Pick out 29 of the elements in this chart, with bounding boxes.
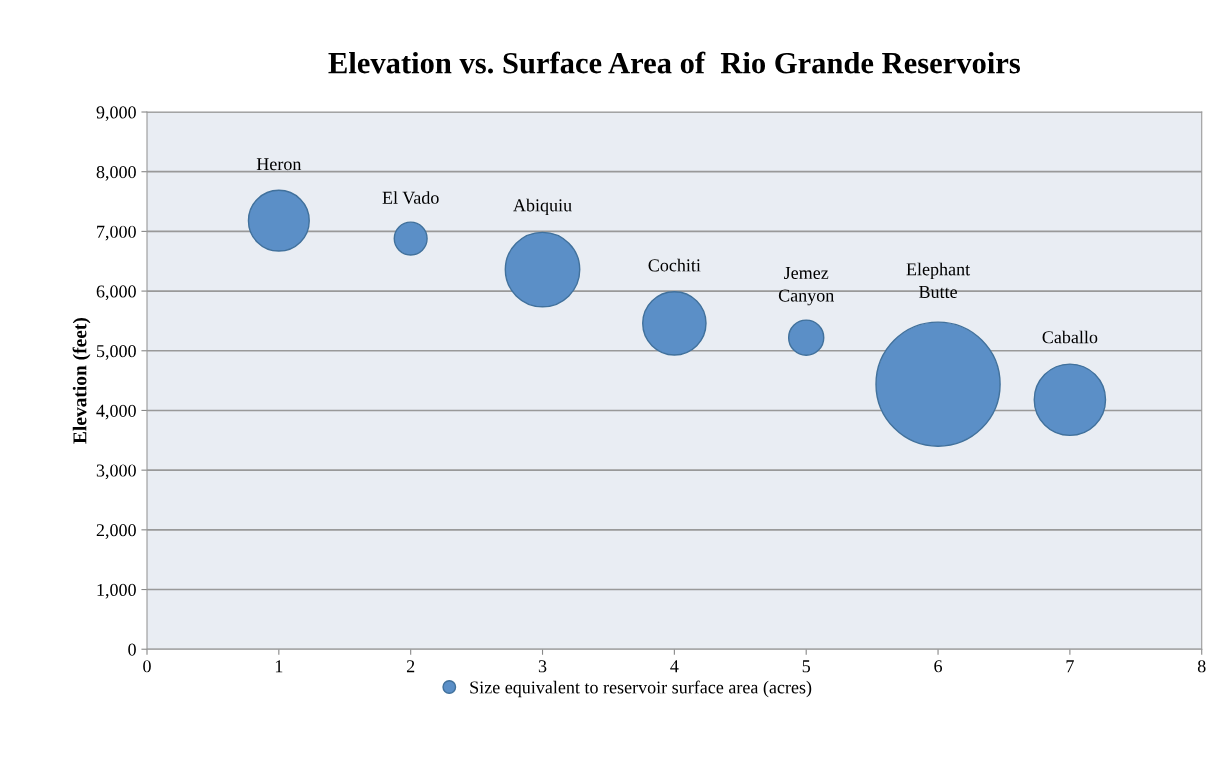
x-tick-label: 5 bbox=[802, 660, 811, 673]
data-label: Abiquiu bbox=[513, 198, 572, 216]
y-tick-label: 3,000 bbox=[96, 464, 136, 480]
data-label: Heron bbox=[256, 158, 302, 171]
y-tick-label: 1,000 bbox=[97, 583, 136, 599]
y-tick-label: 0 bbox=[128, 643, 136, 656]
y-tick-label: 9,000 bbox=[96, 106, 136, 122]
data-label: Caballo bbox=[1042, 330, 1098, 344]
x-tick-label: 6 bbox=[934, 660, 943, 673]
x-tick-label: 7 bbox=[1066, 660, 1074, 673]
x-tick-label: 4 bbox=[670, 660, 679, 673]
x-tick-label: 3 bbox=[538, 660, 547, 673]
data-label: Elephant Butte bbox=[906, 262, 971, 299]
y-tick-label: 5,000 bbox=[97, 345, 136, 360]
chart-title: Elevation vs. Surface Area of Rio Grande Reservoirs bbox=[328, 51, 1021, 74]
legend-label: Size equivalent to reservoir surface area (acres) bbox=[470, 680, 812, 698]
x-tick-label: 1 bbox=[275, 660, 283, 673]
y-tick-label: 4,000 bbox=[96, 404, 136, 420]
y-tick-label: 8,000 bbox=[96, 165, 136, 181]
data-label: Cochiti bbox=[648, 258, 701, 272]
y-axis-title: Elevation (feet) bbox=[72, 318, 91, 444]
x-tick-label: 2 bbox=[406, 660, 415, 673]
x-tick-label: 0 bbox=[143, 660, 151, 673]
data-label: El Vado bbox=[382, 191, 439, 204]
y-tick-label: 6,000 bbox=[96, 285, 136, 301]
y-tick-label: 7,000 bbox=[97, 225, 136, 241]
y-tick-label: 2,000 bbox=[96, 524, 136, 539]
data-label: Jemez Canyon bbox=[778, 266, 835, 306]
x-tick-label: 8 bbox=[1197, 660, 1206, 673]
